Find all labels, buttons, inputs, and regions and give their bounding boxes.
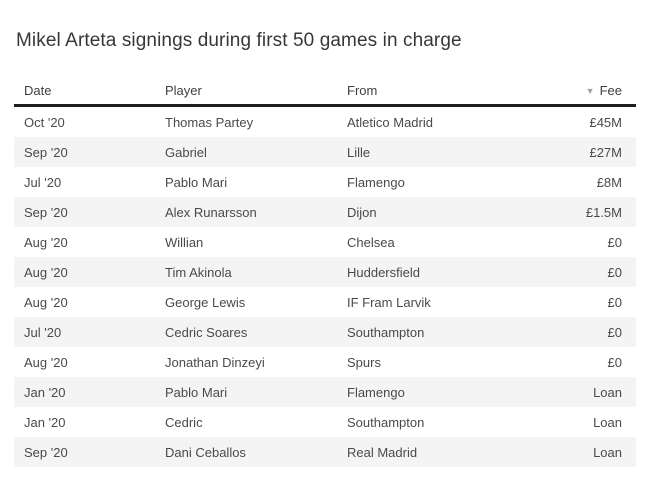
cell-player: Willian bbox=[165, 234, 204, 250]
table-row: Jul '20 Pablo Mari Flamengo £8M bbox=[14, 167, 636, 197]
column-header-fee[interactable]: ▼ Fee bbox=[511, 83, 636, 98]
cell-fee: £0 bbox=[607, 294, 622, 310]
cell-fee: Loan bbox=[593, 414, 622, 430]
cell-date: Oct '20 bbox=[24, 114, 65, 130]
cell-fee: £8M bbox=[596, 174, 622, 190]
sort-descending-icon: ▼ bbox=[585, 85, 595, 96]
cell-player: Dani Ceballos bbox=[165, 444, 246, 460]
cell-player: Cedric Soares bbox=[165, 324, 248, 340]
column-header-date[interactable]: Date bbox=[24, 82, 52, 98]
table-row: Aug '20 Willian Chelsea £0 bbox=[14, 227, 636, 257]
cell-from: Southampton bbox=[347, 414, 425, 430]
cell-from: Atletico Madrid bbox=[347, 114, 433, 130]
cell-fee: £0 bbox=[607, 324, 622, 340]
cell-player: Gabriel bbox=[165, 144, 207, 160]
table-row: Sep '20 Alex Runarsson Dijon £1.5M bbox=[14, 197, 636, 227]
cell-fee: £0 bbox=[607, 354, 622, 370]
table-row: Jan '20 Cedric Southampton Loan bbox=[14, 407, 636, 437]
cell-date: Sep '20 bbox=[24, 204, 68, 220]
table-row: Sep '20 Dani Ceballos Real Madrid Loan bbox=[14, 437, 636, 467]
cell-player: Cedric bbox=[165, 414, 203, 430]
cell-fee: Loan bbox=[593, 444, 622, 460]
cell-fee: £1.5M bbox=[585, 204, 622, 220]
cell-date: Aug '20 bbox=[24, 354, 68, 370]
cell-fee: Loan bbox=[593, 384, 622, 400]
cell-date: Jan '20 bbox=[24, 414, 66, 430]
table-body: Oct '20 Thomas Partey Atletico Madrid £45M S… bbox=[14, 107, 636, 467]
cell-date: Sep '20 bbox=[24, 444, 68, 460]
table-row: Oct '20 Thomas Partey Atletico Madrid £45M bbox=[14, 107, 636, 137]
cell-fee: £0 bbox=[607, 234, 622, 250]
column-header-from[interactable]: From bbox=[347, 82, 378, 98]
cell-date: Aug '20 bbox=[24, 234, 68, 250]
cell-player: Pablo Mari bbox=[165, 174, 228, 190]
column-header-player[interactable]: Player bbox=[165, 82, 202, 98]
column-header-fee-label: Fee bbox=[599, 82, 622, 98]
table-row: Jul '20 Cedric Soares Southampton £0 bbox=[14, 317, 636, 347]
cell-from: Spurs bbox=[347, 354, 381, 370]
cell-player: Thomas Partey bbox=[165, 114, 254, 130]
cell-date: Aug '20 bbox=[24, 264, 68, 280]
cell-player: Tim Akinola bbox=[165, 264, 232, 280]
table-header-row: Date Player From ▼ Fee bbox=[14, 76, 636, 107]
cell-from: Southampton bbox=[347, 324, 425, 340]
cell-from: Real Madrid bbox=[347, 444, 418, 460]
cell-from: Huddersfield bbox=[347, 264, 420, 280]
cell-from: Dijon bbox=[347, 204, 377, 220]
cell-player: George Lewis bbox=[165, 294, 246, 310]
cell-player: Alex Runarsson bbox=[165, 204, 257, 220]
cell-from: Flamengo bbox=[347, 174, 405, 190]
cell-date: Aug '20 bbox=[24, 294, 68, 310]
cell-from: Flamengo bbox=[347, 384, 405, 400]
table-row: Jan '20 Pablo Mari Flamengo Loan bbox=[14, 377, 636, 407]
cell-date: Sep '20 bbox=[24, 144, 68, 160]
table-row: Sep '20 Gabriel Lille £27M bbox=[14, 137, 636, 167]
cell-player: Jonathan Dinzeyi bbox=[165, 354, 265, 370]
table-row: Aug '20 Tim Akinola Huddersfield £0 bbox=[14, 257, 636, 287]
table-row: Aug '20 George Lewis IF Fram Larvik £0 bbox=[14, 287, 636, 317]
cell-fee: £45M bbox=[589, 114, 622, 130]
table-row: Aug '20 Jonathan Dinzeyi Spurs £0 bbox=[14, 347, 636, 377]
cell-fee: £0 bbox=[607, 264, 622, 280]
cell-date: Jul '20 bbox=[24, 174, 62, 190]
page-title: Mikel Arteta signings during first 50 ga… bbox=[16, 30, 462, 51]
signings-table: Date Player From ▼ Fee Oct '20 Thomas Part… bbox=[14, 76, 636, 467]
cell-date: Jan '20 bbox=[24, 384, 66, 400]
cell-player: Pablo Mari bbox=[165, 384, 228, 400]
cell-date: Jul '20 bbox=[24, 324, 62, 340]
cell-fee: £27M bbox=[589, 144, 622, 160]
cell-from: Chelsea bbox=[347, 234, 395, 250]
cell-from: Lille bbox=[347, 144, 371, 160]
cell-from: IF Fram Larvik bbox=[347, 294, 431, 310]
